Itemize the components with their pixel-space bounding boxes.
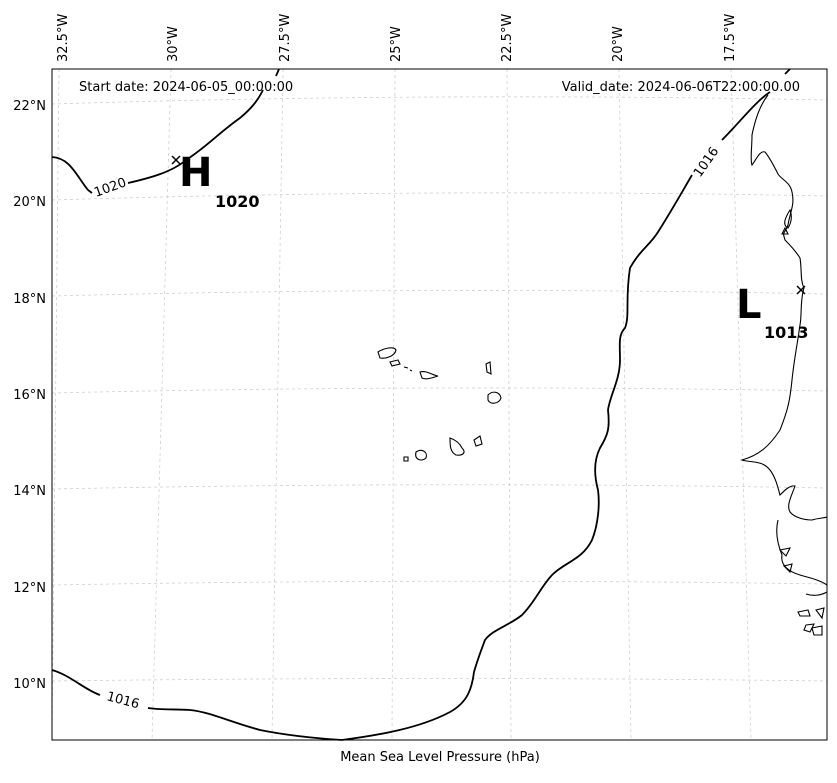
map-caption: Mean Sea Level Pressure (hPa) (340, 750, 540, 765)
lon-label: 22.5°W (500, 14, 515, 62)
lat-label: 14°N (13, 484, 46, 499)
low-symbol: L (736, 282, 762, 328)
high-value: 1020 (215, 192, 260, 211)
high-center-marker (171, 155, 181, 165)
island-sao-nicolau (419, 371, 439, 380)
isobar-1016-west (51, 669, 343, 741)
island-sal (485, 361, 492, 375)
island-santiago (449, 437, 465, 456)
lon-label: 32.5°W (56, 14, 71, 62)
graticule (51, 68, 828, 741)
lon-label: 25°W (389, 26, 404, 62)
start-date-label: Start date: 2024-06-05_00:00:00 (79, 80, 293, 95)
pressure-centers: H 1020 L 1013 (171, 150, 809, 342)
high-symbol: H (179, 150, 212, 196)
lat-label: 20°N (13, 195, 46, 210)
lon-label: 27.5°W (278, 14, 293, 62)
island-boa-vista (487, 391, 502, 404)
lon-label: 17.5°W (723, 14, 738, 62)
lon-label: 20°W (611, 26, 626, 62)
low-center-marker (796, 285, 806, 295)
lat-label: 18°N (13, 292, 46, 307)
longitude-labels: 32.5°W 30°W 27.5°W 25°W 22.5°W 20°W 17.5… (56, 14, 738, 62)
map-area (52, 69, 827, 740)
island-sao-vicente (389, 359, 401, 367)
isobar-1016-east (341, 91, 771, 741)
coastlines (377, 94, 828, 636)
low-value: 1013 (764, 323, 809, 342)
isobar-1020 (51, 68, 280, 194)
island-brava (403, 456, 409, 462)
island-maio (473, 435, 483, 447)
lon-label: 30°W (166, 26, 181, 62)
lat-label: 16°N (13, 388, 46, 403)
map-frame (51, 68, 828, 741)
valid-date-label: Valid_date: 2024-06-06T22:00:00.00 (562, 80, 800, 95)
island-fogo (415, 449, 427, 461)
isobars (51, 68, 791, 741)
lat-label: 22°N (13, 99, 46, 114)
lat-label: 10°N (13, 677, 46, 692)
latitude-labels: 22°N 20°N 18°N 16°N 14°N 12°N 10°N (13, 99, 46, 692)
lat-label: 12°N (13, 581, 46, 596)
island-santo-antao (377, 347, 397, 359)
